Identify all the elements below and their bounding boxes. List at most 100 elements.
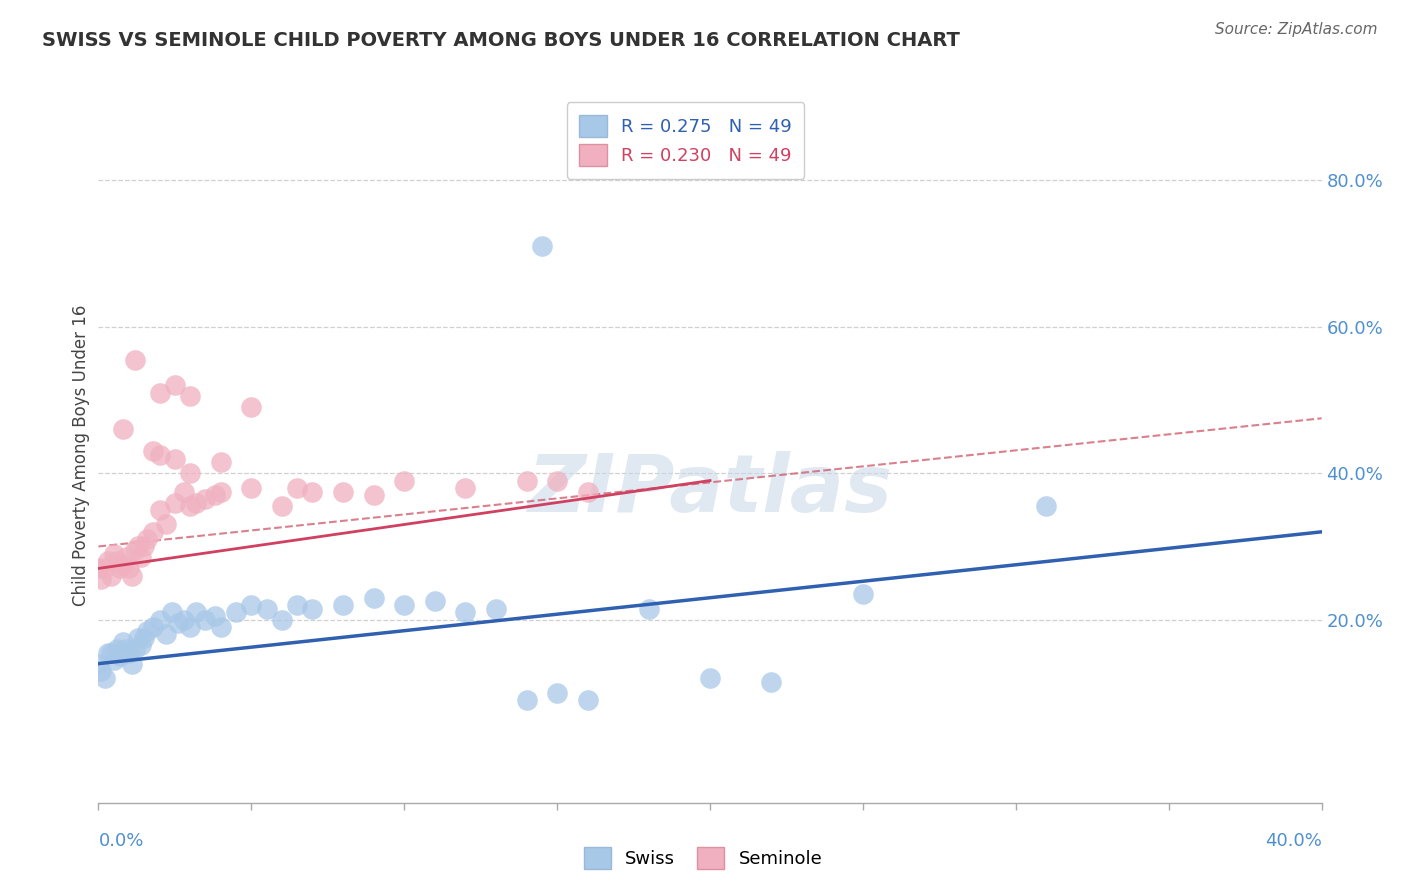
Point [121,657,143,671]
Point [423,594,446,608]
Point [204,609,226,624]
Point [160,606,183,620]
Point [270,499,292,513]
Point [93,561,115,575]
Point [285,481,308,495]
Point [115,642,138,657]
Y-axis label: Child Poverty Among Boys Under 16: Child Poverty Among Boys Under 16 [72,304,90,606]
Text: SWISS VS SEMINOLE CHILD POVERTY AMONG BOYS UNDER 16 CORRELATION CHART: SWISS VS SEMINOLE CHILD POVERTY AMONG BO… [42,31,960,50]
Point [90,664,112,678]
Point [124,543,146,558]
Point [167,616,190,631]
Point [546,686,568,700]
Point [240,401,263,415]
Point [454,606,477,620]
Point [240,481,263,495]
Point [124,642,146,657]
Text: Source: ZipAtlas.com: Source: ZipAtlas.com [1215,22,1378,37]
Point [136,532,159,546]
Point [270,613,292,627]
Point [179,499,201,513]
Point [209,620,232,634]
Point [194,613,217,627]
Point [576,484,599,499]
Point [136,624,159,638]
Point [100,568,122,582]
Point [516,474,538,488]
Point [363,488,385,502]
Point [103,653,125,667]
Point [149,385,172,400]
Point [173,484,195,499]
Text: ZIPatlas: ZIPatlas [527,450,893,529]
Point [301,484,323,499]
Point [179,467,201,481]
Point [163,495,186,509]
Point [173,613,195,627]
Point [87,657,110,671]
Point [516,693,538,707]
Point [179,620,201,634]
Point [546,474,568,488]
Point [454,481,477,495]
Point [209,484,232,499]
Point [392,474,416,488]
Point [186,606,208,620]
Point [155,627,177,641]
Point [149,448,172,462]
Point [149,503,172,517]
Point [87,561,110,575]
Point [127,540,149,554]
Point [209,455,232,469]
Point [134,631,156,645]
Point [530,239,553,253]
Point [392,598,416,612]
Point [142,444,165,458]
Point [108,649,131,664]
Point [90,573,112,587]
Point [124,352,146,367]
Point [576,693,599,707]
Point [163,378,186,392]
Point [105,554,128,568]
Point [225,606,247,620]
Point [332,598,354,612]
Point [256,601,278,615]
Point [142,524,165,539]
Point [111,422,134,436]
Point [155,517,177,532]
Point [149,613,172,627]
Point [285,598,308,612]
Point [127,631,149,645]
Text: 0.0%: 0.0% [98,832,143,850]
Point [1035,499,1057,513]
Point [240,598,263,612]
Point [301,601,323,615]
Point [129,550,152,565]
Point [134,540,156,554]
Legend: R = 0.275   N = 49, R = 0.230   N = 49: R = 0.275 N = 49, R = 0.230 N = 49 [567,103,804,178]
Point [363,591,385,605]
Point [129,638,152,652]
Legend: Swiss, Seminole: Swiss, Seminole [575,838,831,879]
Point [93,671,115,685]
Point [194,491,217,506]
Point [115,550,138,565]
Point [111,634,134,648]
Point [118,646,141,660]
Point [142,620,165,634]
Point [637,601,661,615]
Point [204,488,226,502]
Point [186,495,208,509]
Point [97,646,120,660]
Point [852,587,875,601]
Point [179,389,201,403]
Point [118,561,141,575]
Point [699,671,721,685]
Point [97,554,120,568]
Point [759,675,782,690]
Point [108,561,131,575]
Point [121,568,143,582]
Point [332,484,354,499]
Point [163,451,186,466]
